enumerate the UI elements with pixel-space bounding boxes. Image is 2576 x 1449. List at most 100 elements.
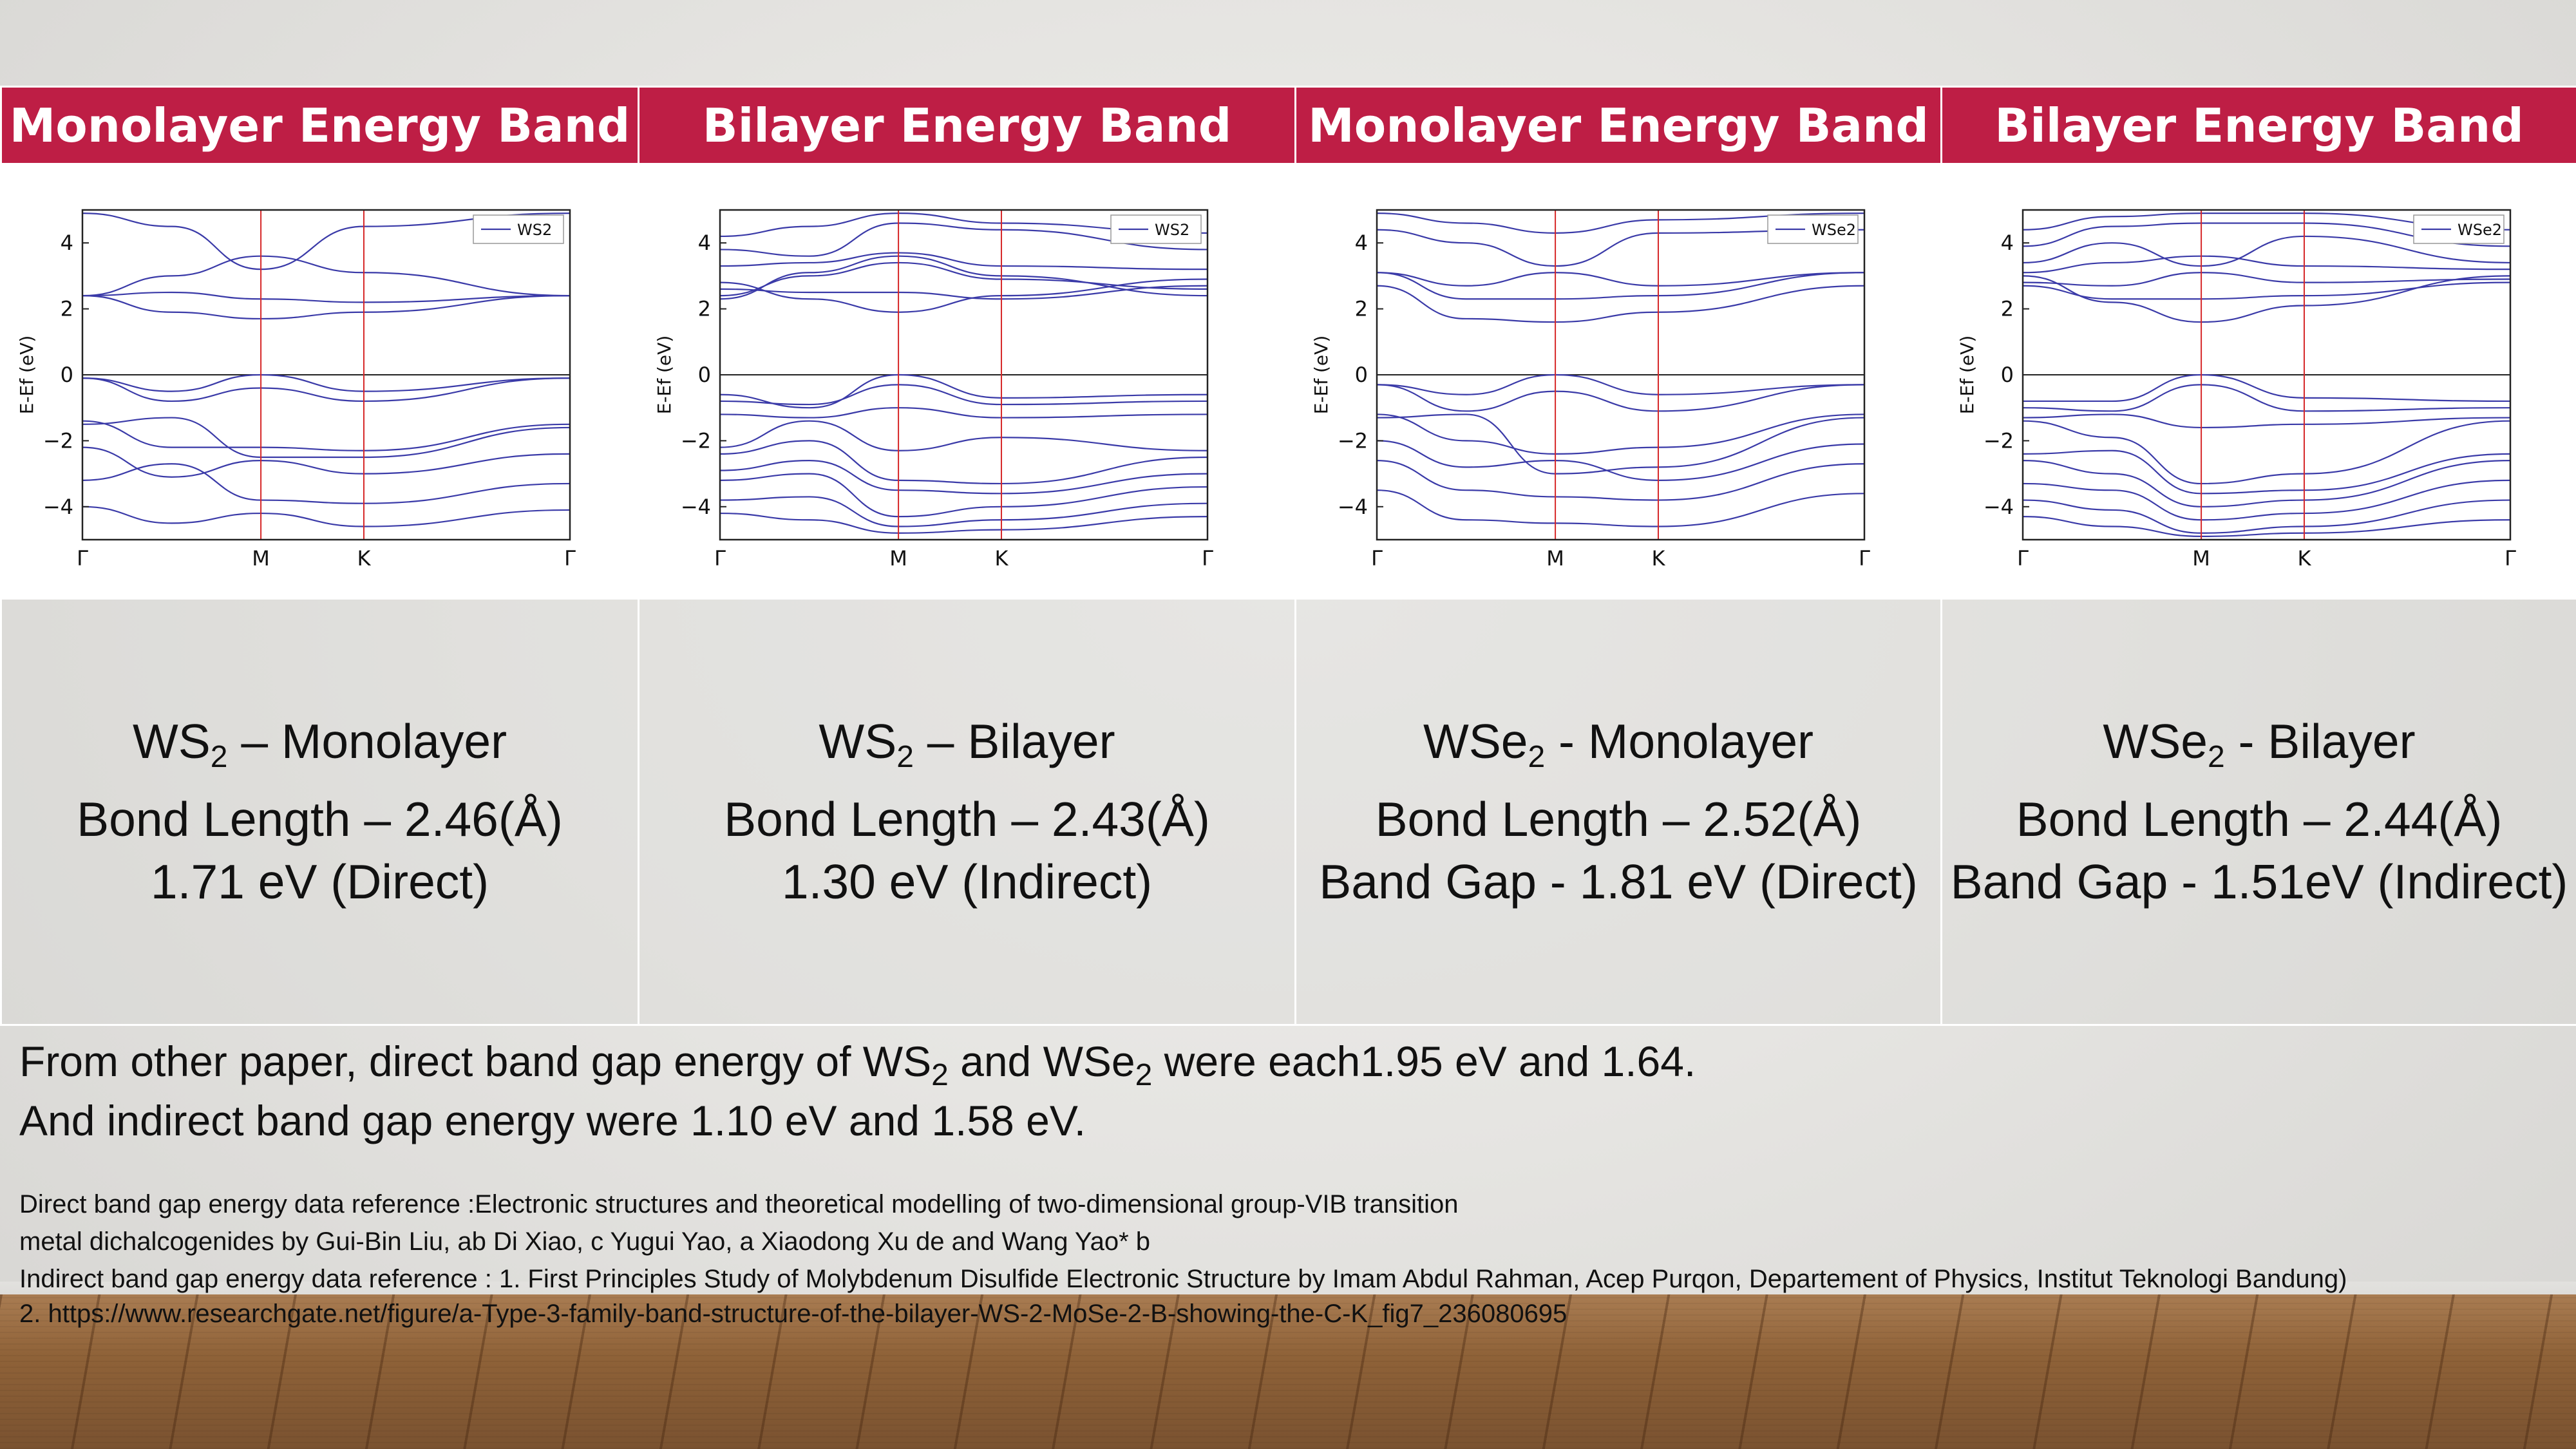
band-line: [720, 473, 1208, 518]
band-line: [720, 496, 1208, 527]
reference-link[interactable]: 2. https://www.researchgate.net/figure/a…: [19, 1300, 1567, 1328]
y-axis-label: E-Ef (eV): [654, 336, 675, 414]
x-tick-label: Γ: [1859, 546, 1870, 571]
band-gap: Band Gap - 1.51eV (Indirect): [1950, 855, 2568, 909]
legend-label: WS2: [517, 221, 552, 239]
y-tick-label: −4: [1984, 495, 2014, 519]
band-line: [1377, 413, 1864, 455]
y-tick-label: 4: [698, 231, 711, 255]
y-tick-label: −2: [1338, 428, 1368, 453]
header-cell: Monolayer Energy Band: [0, 86, 639, 165]
band-line: [720, 512, 1208, 534]
bond-length: Bond Length – 2.52(Å): [1375, 792, 1862, 846]
header-cell: Bilayer Energy Band: [1940, 86, 2576, 165]
reference-line: Direct band gap energy data reference :E…: [19, 1190, 1459, 1218]
band-line: [1377, 460, 1864, 501]
x-tick-label: M: [252, 546, 270, 571]
info-cell: WSe2 - Monolayer Bond Length – 2.52(Å) B…: [1294, 598, 1942, 1026]
band-gap: 1.71 eV (Direct): [150, 855, 489, 909]
x-tick-label: Γ: [77, 546, 88, 571]
y-tick-label: 4: [2001, 231, 2014, 255]
band-line: [1377, 384, 1864, 412]
band-line: [720, 440, 1208, 485]
info-cell: WS2 – Bilayer Bond Length – 2.43(Å) 1.30…: [638, 598, 1296, 1026]
band-line: [2023, 281, 2510, 300]
band-line: [1377, 229, 1864, 267]
plot-row: −4 −2 0 2 4 Γ M K Γ E-Ef (eV) WS2 −4 −2 0 2 4 Γ M K Γ E-Ef …: [0, 163, 2576, 600]
band-line: [720, 213, 1208, 238]
note-direct-gap: From other paper, direct band gap energy…: [19, 1037, 1696, 1092]
plot-cell: −4 −2 0 2 4 Γ M K Γ E-Ef (eV) WS2: [638, 163, 1296, 600]
band-structure-chart: −4 −2 0 2 4 Γ M K Γ E-Ef (eV) WSe2: [1311, 209, 1870, 571]
band-line: [2023, 275, 2510, 323]
info-cell: WS2 – Monolayer Bond Length – 2.46(Å) 1.…: [0, 598, 639, 1026]
x-tick-label: K: [1651, 546, 1665, 571]
x-tick-label: Γ: [1202, 546, 1213, 571]
band-line: [1377, 440, 1864, 481]
band-line: [720, 255, 1208, 300]
x-tick-label: Γ: [1371, 546, 1383, 571]
band-line: [720, 222, 1208, 257]
band-line: [82, 213, 570, 270]
x-tick-label: K: [357, 546, 371, 571]
header-cell: Bilayer Energy Band: [638, 86, 1296, 165]
band-line: [720, 420, 1208, 451]
legend-label: WSe2: [2458, 221, 2502, 239]
reference-line: metal dichalcogenides by Gui-Bin Liu, ab…: [19, 1227, 1150, 1256]
header-cell: Monolayer Energy Band: [1294, 86, 1942, 165]
x-tick-label: Γ: [2505, 546, 2516, 571]
band-line: [720, 261, 1208, 297]
band-line: [2023, 516, 2510, 537]
band-line: [720, 407, 1208, 419]
band-line: [82, 374, 570, 392]
y-tick-label: −2: [43, 428, 73, 453]
band-line: [720, 252, 1208, 270]
wooden-floor-decoration: [0, 1294, 2576, 1449]
band-line: [1377, 374, 1864, 395]
band-line: [82, 291, 570, 303]
band-line: [1377, 285, 1864, 323]
y-tick-label: −4: [681, 495, 711, 519]
band-line: [82, 255, 570, 297]
band-line: [2023, 235, 2510, 267]
band-line: [720, 460, 1208, 495]
comparison-table: Monolayer Energy Band Bilayer Energy Ban…: [0, 86, 2576, 1026]
band-line: [720, 278, 1208, 313]
band-structure-chart: −4 −2 0 2 4 Γ M K Γ E-Ef (eV) WSe2: [1956, 209, 2516, 571]
note-indirect-gap: And indirect band gap energy were 1.10 e…: [19, 1097, 1086, 1144]
y-tick-label: 4: [61, 231, 73, 255]
x-tick-label: M: [1546, 546, 1564, 571]
bands-group: [82, 213, 570, 527]
band-line: [82, 446, 570, 478]
band-line: [720, 285, 1208, 300]
y-tick-label: −2: [681, 428, 711, 453]
y-tick-label: 0: [2001, 363, 2014, 387]
band-line: [82, 295, 570, 320]
x-tick-label: K: [2297, 546, 2311, 571]
band-line: [2023, 413, 2510, 429]
x-tick-label: M: [2192, 546, 2210, 571]
bands-group: [2023, 213, 2510, 537]
material-title: WSe2 - Bilayer: [2103, 714, 2416, 774]
plot-cell: −4 −2 0 2 4 Γ M K Γ E-Ef (eV) WS2: [0, 163, 639, 600]
band-line: [2023, 213, 2510, 231]
reference-line: Indirect band gap energy data reference …: [19, 1265, 2347, 1293]
band-line: [2023, 420, 2510, 485]
band-structure-chart: −4 −2 0 2 4 Γ M K Γ E-Ef (eV) WS2: [16, 209, 576, 571]
band-line: [2023, 255, 2510, 274]
y-tick-label: −4: [43, 495, 73, 519]
legend-label: WSe2: [1812, 221, 1856, 239]
bands-group: [720, 213, 1208, 534]
y-axis-label: E-Ef (eV): [1311, 336, 1332, 414]
band-line: [2023, 222, 2510, 247]
y-tick-label: 0: [61, 363, 73, 387]
band-line: [720, 374, 1208, 409]
y-tick-label: −2: [1984, 428, 2014, 453]
x-tick-label: K: [994, 546, 1009, 571]
x-tick-label: Γ: [2017, 546, 2029, 571]
y-axis-label: E-Ef (eV): [1956, 336, 1978, 414]
y-axis-label: E-Ef (eV): [16, 336, 37, 414]
band-line: [82, 506, 570, 527]
band-line: [82, 417, 570, 459]
bands-group: [1377, 213, 1864, 527]
